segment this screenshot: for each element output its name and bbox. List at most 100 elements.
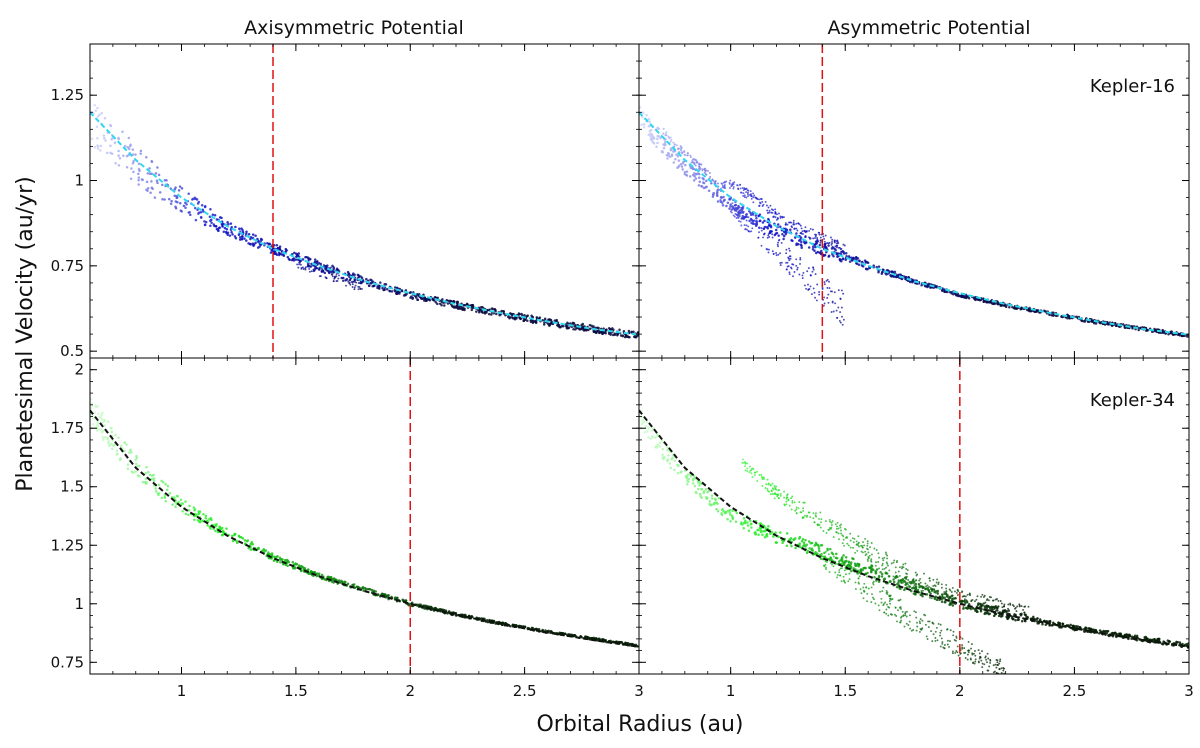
data-point [493, 307, 497, 311]
data-point [790, 497, 793, 500]
data-point [838, 319, 841, 322]
data-point [332, 266, 335, 269]
data-point [771, 482, 774, 485]
data-point [683, 150, 686, 153]
data-point [869, 568, 873, 572]
data-point [830, 521, 833, 524]
data-point [806, 270, 809, 273]
data-point [144, 472, 148, 475]
data-point [495, 312, 498, 316]
data-point [625, 334, 628, 337]
data-point [811, 228, 814, 231]
data-point [665, 131, 668, 134]
data-point [831, 242, 833, 245]
data-point [829, 547, 832, 551]
data-point [779, 216, 782, 219]
data-point [109, 124, 113, 128]
data-point [313, 258, 317, 261]
data-point [677, 159, 681, 162]
data-point [456, 300, 460, 304]
y-tick-label: 1 [74, 595, 84, 613]
panel-frame-k34-axi [89, 357, 640, 675]
data-point [675, 144, 678, 147]
data-point [665, 134, 668, 137]
data-point [686, 152, 689, 155]
data-point [231, 233, 234, 236]
data-point [1054, 314, 1058, 318]
data-point [871, 565, 873, 568]
data-point [564, 324, 568, 328]
data-point [858, 570, 862, 574]
data-point [765, 248, 768, 250]
data-point [204, 516, 207, 520]
data-point [945, 587, 948, 590]
data-point [994, 302, 997, 305]
data-point [698, 165, 701, 168]
data-point [231, 534, 234, 538]
data-point [724, 510, 727, 514]
data-point [691, 482, 695, 485]
data-point [660, 150, 664, 153]
data-point [566, 321, 569, 325]
data-point [932, 578, 935, 581]
data-point [748, 471, 751, 474]
data-point [218, 216, 222, 219]
data-point [906, 573, 908, 575]
data-point [338, 274, 340, 277]
data-point [748, 465, 751, 468]
data-point [941, 289, 944, 292]
data-point [93, 145, 97, 149]
data-point [620, 640, 623, 644]
data-point [176, 495, 179, 498]
data-point [904, 583, 907, 587]
data-point [163, 198, 166, 201]
data-point [530, 626, 534, 630]
data-point [588, 327, 592, 330]
data-point [640, 123, 643, 127]
data-point [681, 152, 684, 155]
data-point [818, 233, 821, 236]
data-point [676, 471, 680, 475]
data-point [258, 245, 261, 248]
data-point [103, 117, 107, 120]
data-point [785, 228, 789, 232]
data-point [360, 287, 363, 290]
data-point [741, 523, 744, 526]
data-point [679, 162, 683, 166]
data-point [110, 426, 113, 430]
data-point [240, 227, 243, 230]
data-point [819, 241, 822, 244]
data-point [866, 548, 869, 551]
data-point [881, 568, 884, 571]
data-point [831, 301, 834, 304]
data-point [100, 418, 104, 421]
data-point [100, 413, 103, 417]
data-point [906, 575, 908, 578]
data-point [796, 229, 799, 232]
data-point [690, 161, 693, 164]
data-point [726, 201, 730, 204]
data-point [789, 228, 792, 232]
data-point [990, 301, 993, 305]
data-point [749, 190, 752, 193]
data-point [337, 277, 340, 280]
data-point [300, 266, 303, 269]
data-point [679, 471, 682, 474]
data-point [420, 297, 423, 301]
data-point [235, 539, 238, 543]
data-point [95, 429, 99, 432]
data-point [720, 182, 723, 185]
data-point [1027, 308, 1031, 311]
data-point [152, 477, 156, 480]
data-point [745, 215, 748, 219]
data-point [301, 258, 305, 261]
data-point [837, 246, 840, 249]
data-point [438, 607, 442, 611]
data-point [422, 296, 425, 300]
data-point [834, 523, 837, 526]
data-point [292, 257, 296, 260]
data-point [330, 266, 332, 269]
data-point [768, 223, 771, 226]
data-point [702, 181, 705, 184]
data-point [742, 527, 745, 530]
